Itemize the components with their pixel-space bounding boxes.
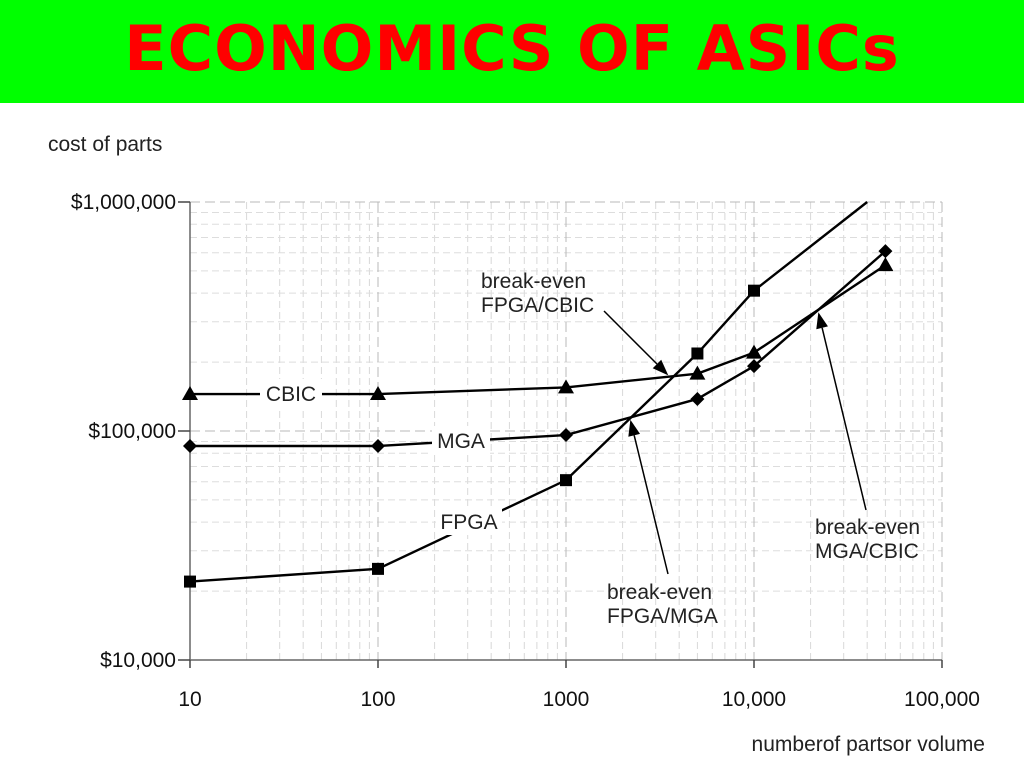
annotation-arrow-head (652, 359, 669, 376)
annotation-arrow-shaft (821, 327, 867, 511)
y-axis-title: cost of parts (48, 133, 162, 156)
annotation-arrow-head (628, 419, 640, 437)
y-tick-label: $100,000 (88, 420, 176, 443)
mga-label-backdrop (432, 426, 490, 454)
fpga-point (560, 474, 572, 487)
cbic-point (558, 379, 574, 394)
fpga-point (748, 284, 760, 297)
cbic-line (190, 264, 887, 396)
mga-series-label: MGA (437, 430, 485, 453)
cbic-point (877, 257, 894, 272)
annotation-line: MGA/CBIC (815, 540, 919, 563)
mga-point (559, 428, 573, 443)
cbic-point (182, 386, 198, 401)
x-tick-label: 1000 (543, 688, 590, 711)
slide-title: ECONOMICS OF ASICs (124, 12, 900, 85)
annotation-fpga-cbic: break-even FPGA/CBIC (481, 270, 594, 317)
cbic-series-label: CBIC (266, 383, 316, 406)
annotation-arrow-head (816, 312, 828, 330)
series: CBIC MGA FPGA (182, 201, 894, 588)
annotation-line: break-even (481, 270, 586, 293)
annotation-line: break-even (607, 581, 712, 604)
x-axis-title: numberof partsor volume (752, 733, 985, 756)
mga-point (878, 244, 893, 259)
mga-point (747, 359, 761, 374)
fpga-point (184, 575, 196, 588)
fpga-point (691, 347, 704, 360)
cbic-point (689, 365, 706, 380)
annotation-arrow-shaft (603, 310, 658, 365)
mga-point (371, 438, 385, 453)
mga-point (690, 391, 705, 406)
mga-point (183, 438, 197, 453)
cbic-point (746, 344, 762, 359)
x-tick-label: 10,000 (722, 688, 786, 711)
annotation-fpga-mga: break-even FPGA/MGA (607, 581, 718, 628)
cbic-point (370, 386, 386, 401)
x-tick-label: 100,000 (904, 688, 980, 711)
cbic-label-backdrop (260, 379, 322, 407)
fpga-line (189, 201, 868, 583)
y-tick-label: $10,000 (100, 649, 176, 672)
annotation-line: FPGA/MGA (607, 605, 718, 628)
annotation-line: FPGA/CBIC (481, 294, 594, 317)
annotation-arrow-shaft (633, 435, 669, 575)
x-tick-label: 10 (178, 688, 201, 711)
fpga-series-label: FPGA (440, 511, 497, 534)
title-bar: ECONOMICS OF ASICs (0, 0, 1024, 103)
fpga-label-backdrop (436, 507, 502, 535)
fpga-point (372, 562, 384, 575)
y-tick-label: $1,000,000 (71, 191, 176, 214)
annotation-line: break-even (815, 516, 920, 539)
annotation-mga-cbic: break-even MGA/CBIC (815, 516, 920, 563)
x-tick-label: 100 (360, 688, 395, 711)
